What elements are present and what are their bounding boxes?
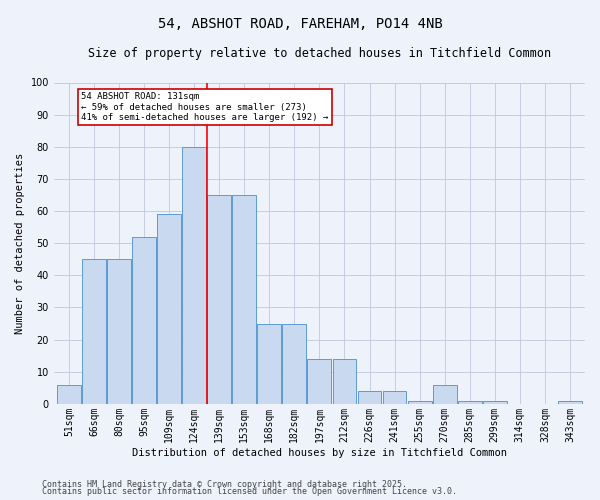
X-axis label: Distribution of detached houses by size in Titchfield Common: Distribution of detached houses by size …: [132, 448, 507, 458]
Text: Contains HM Land Registry data © Crown copyright and database right 2025.: Contains HM Land Registry data © Crown c…: [42, 480, 407, 489]
Bar: [257, 324, 281, 404]
Bar: [107, 260, 131, 404]
Bar: [358, 391, 382, 404]
Bar: [433, 384, 457, 404]
Bar: [458, 400, 482, 404]
Bar: [82, 260, 106, 404]
Bar: [558, 400, 582, 404]
Bar: [332, 359, 356, 404]
Bar: [207, 195, 231, 404]
Bar: [57, 384, 81, 404]
Title: Size of property relative to detached houses in Titchfield Common: Size of property relative to detached ho…: [88, 48, 551, 60]
Text: 54 ABSHOT ROAD: 131sqm
← 59% of detached houses are smaller (273)
41% of semi-de: 54 ABSHOT ROAD: 131sqm ← 59% of detached…: [82, 92, 329, 122]
Text: Contains public sector information licensed under the Open Government Licence v3: Contains public sector information licen…: [42, 487, 457, 496]
Bar: [232, 195, 256, 404]
Bar: [283, 324, 306, 404]
Bar: [383, 391, 406, 404]
Bar: [483, 400, 506, 404]
Text: 54, ABSHOT ROAD, FAREHAM, PO14 4NB: 54, ABSHOT ROAD, FAREHAM, PO14 4NB: [158, 18, 442, 32]
Bar: [132, 237, 156, 404]
Y-axis label: Number of detached properties: Number of detached properties: [15, 152, 25, 334]
Bar: [182, 147, 206, 404]
Bar: [307, 359, 331, 404]
Bar: [157, 214, 181, 404]
Bar: [408, 400, 431, 404]
